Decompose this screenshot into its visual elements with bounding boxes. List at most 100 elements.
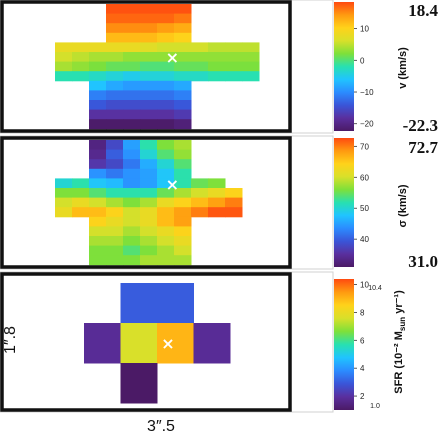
map-pixel bbox=[89, 226, 107, 237]
map-pixel bbox=[123, 23, 141, 34]
velocity-min-label: -22.3 bbox=[403, 116, 438, 135]
map-pixel bbox=[174, 100, 192, 111]
map-pixel bbox=[140, 119, 158, 130]
map-pixel bbox=[140, 168, 158, 179]
map-pixel bbox=[106, 149, 124, 160]
colorbar-tick-label: 8 bbox=[360, 308, 365, 317]
map-pixel bbox=[123, 32, 141, 43]
colorbar-tick-label: 60 bbox=[360, 173, 369, 182]
dispersion-map-frame bbox=[0, 136, 292, 269]
map-pixel bbox=[123, 100, 141, 111]
map-pixel bbox=[174, 159, 192, 170]
map-pixel bbox=[174, 149, 192, 160]
dispersion-colorbar-ticks: 70 60 50 40 bbox=[354, 142, 369, 244]
map-pixel bbox=[174, 236, 192, 247]
map-pixel bbox=[55, 42, 73, 53]
map-pixel bbox=[157, 32, 175, 43]
map-pixel bbox=[89, 236, 107, 247]
map-pixel bbox=[55, 52, 73, 63]
colorbar-tick-label: 10 bbox=[360, 25, 369, 34]
dispersion-colorbar bbox=[334, 138, 354, 267]
map-pixel bbox=[174, 178, 192, 189]
map-pixel bbox=[157, 188, 175, 199]
map-pixel bbox=[174, 23, 192, 34]
map-pixel bbox=[89, 109, 107, 120]
colorbar-tick-label: 10 bbox=[360, 281, 369, 290]
map-pixel bbox=[89, 149, 107, 160]
map-pixel bbox=[140, 109, 158, 120]
map-pixel bbox=[157, 109, 175, 120]
map-pixel bbox=[89, 178, 107, 189]
map-pixel bbox=[174, 140, 192, 151]
map-pixel bbox=[191, 188, 209, 199]
colorbar-tick-label: 6 bbox=[360, 336, 365, 345]
map-pixel bbox=[208, 71, 226, 82]
map-pixel bbox=[123, 52, 141, 63]
colorbar-tick-label: 40 bbox=[360, 235, 369, 244]
map-pixel bbox=[157, 61, 175, 72]
map-pixel bbox=[89, 207, 107, 218]
map-pixel bbox=[157, 216, 175, 227]
map-pixel bbox=[140, 255, 158, 266]
velocity-colorbar-ticks: 10 0 −10 −20 bbox=[354, 25, 374, 129]
map-pixel bbox=[174, 216, 192, 227]
map-pixel bbox=[89, 52, 107, 63]
map-pixel bbox=[123, 149, 141, 160]
map-pixel bbox=[89, 168, 107, 179]
map-pixel bbox=[157, 168, 175, 179]
map-pixel bbox=[106, 42, 124, 53]
map-pixel bbox=[106, 13, 124, 24]
map-pixel bbox=[106, 4, 124, 15]
map-pixel bbox=[106, 159, 124, 170]
sfr-label-main: SFR (10⁻² M bbox=[393, 331, 405, 394]
dispersion-max-label: 72.7 bbox=[408, 138, 438, 157]
map-pixel bbox=[140, 52, 158, 63]
map-pixel bbox=[89, 100, 107, 111]
map-pixel bbox=[174, 42, 192, 53]
map-pixel bbox=[140, 23, 158, 34]
sfr-label-tail: yr⁻¹) bbox=[393, 290, 405, 317]
sfr-colorbar bbox=[334, 279, 354, 410]
colorbar-tick-label: 0 bbox=[360, 56, 365, 65]
map-pixel bbox=[157, 236, 175, 247]
map-pixel bbox=[89, 71, 107, 82]
colorbar-tick-label: −20 bbox=[360, 120, 374, 129]
sfr-colorbar-ticks: 10 8 6 4 2 bbox=[354, 281, 369, 401]
map-pixel bbox=[72, 197, 90, 208]
map-pixel bbox=[123, 236, 141, 247]
map-pixel bbox=[174, 4, 192, 15]
map-pixel bbox=[174, 80, 192, 91]
sfr-panel: × 10 8 6 4 2 10.4 1.0 SFR (10⁻² Msun yr⁻¹) bbox=[0, 271, 407, 413]
map-pixel bbox=[157, 149, 175, 160]
map-pixel bbox=[174, 13, 192, 24]
map-pixel bbox=[123, 178, 141, 189]
map-pixel bbox=[157, 140, 175, 151]
map-pixel bbox=[106, 109, 124, 120]
map-pixel bbox=[72, 188, 90, 199]
map-pixel bbox=[157, 226, 175, 237]
map-pixel bbox=[72, 42, 90, 53]
map-pixel bbox=[242, 42, 260, 53]
map-pixel bbox=[140, 32, 158, 43]
sfr-max-label: 10.4 bbox=[368, 285, 382, 292]
map-pixel bbox=[140, 245, 158, 256]
map-pixel bbox=[242, 61, 260, 72]
map-pixel bbox=[106, 188, 124, 199]
map-pixel bbox=[120, 323, 158, 364]
map-pixel bbox=[157, 4, 175, 15]
map-pixel bbox=[140, 13, 158, 24]
sfr-map: × bbox=[84, 283, 231, 404]
colorbar-tick-label: −10 bbox=[360, 88, 374, 97]
sfr-label-sub: sun bbox=[398, 317, 407, 331]
velocity-map-frame bbox=[0, 0, 292, 133]
map-pixel bbox=[174, 109, 192, 120]
map-pixel bbox=[242, 52, 260, 63]
map-pixel bbox=[174, 168, 192, 179]
map-pixel bbox=[72, 178, 90, 189]
map-pixel bbox=[106, 119, 124, 130]
colorbar-tick-label: 50 bbox=[360, 204, 369, 213]
map-pixel bbox=[123, 42, 141, 53]
map-pixel bbox=[174, 207, 192, 218]
colorbar-tick-label: 2 bbox=[360, 392, 365, 401]
